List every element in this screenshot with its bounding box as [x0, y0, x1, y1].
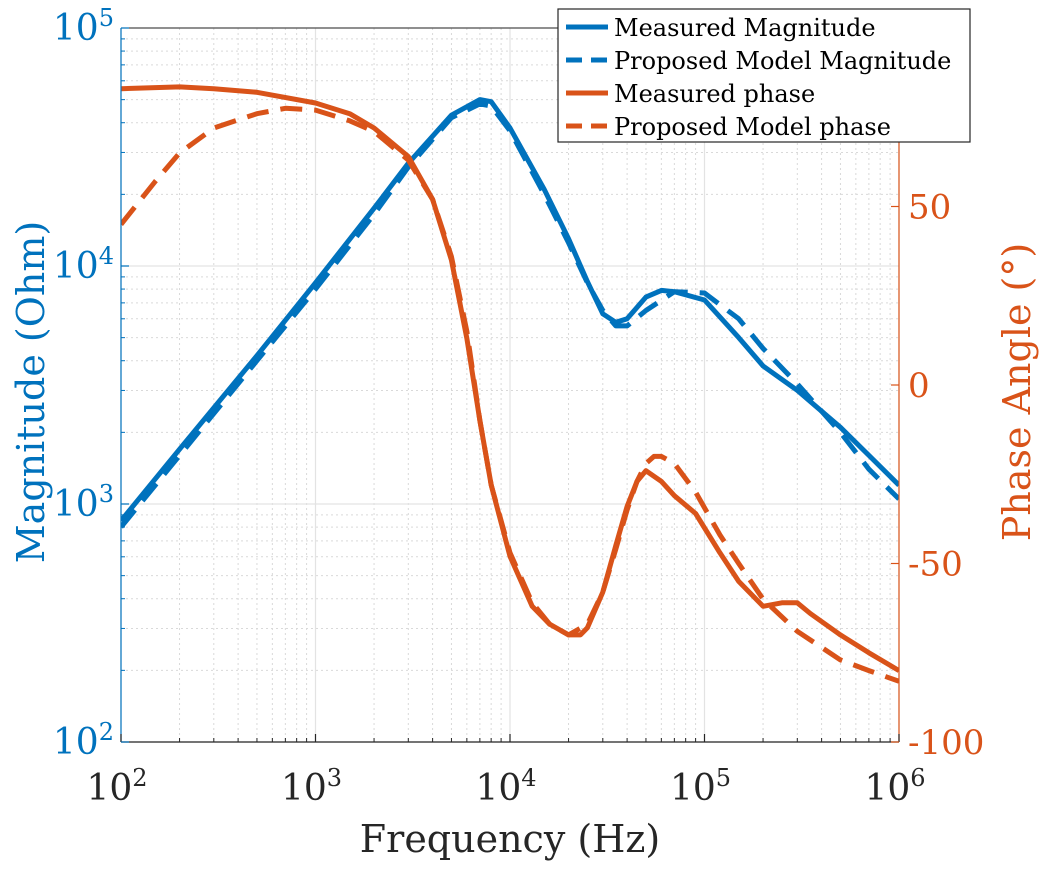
y-left-tick-label: 103	[53, 480, 114, 525]
y-right-axis-label: Phase Angle (°)	[995, 243, 1039, 541]
y-right-tick-label: -50	[908, 545, 963, 585]
minor-grid	[121, 28, 899, 742]
series-line-3	[121, 105, 899, 684]
y-left-tick-label: 105	[53, 4, 114, 49]
y-right-tick-label: 0	[908, 366, 930, 406]
legend-label-model-magnitude: Proposed Model Magnitude	[614, 47, 951, 75]
x-tick-label: 106	[864, 764, 925, 809]
x-tick-label: 103	[281, 764, 342, 809]
series-layer	[121, 84, 899, 684]
legend-label-measured-magnitude: Measured Magnitude	[614, 14, 876, 42]
x-tick-labels: 102 103 104 105 106	[86, 764, 925, 809]
y-right-tick-labels: -100 -50 0 50	[908, 188, 984, 764]
x-tick-label: 102	[86, 764, 147, 809]
y-left-tick-labels: 102 103 104 105	[53, 4, 114, 763]
x-tick-label: 104	[475, 764, 536, 809]
x-tick-label: 105	[670, 764, 731, 809]
series-line-2	[121, 84, 899, 673]
y-left-tick-label: 102	[53, 718, 114, 763]
x-axis-label: Frequency (Hz)	[360, 817, 660, 861]
y-left-axis-label: Magnitude (Ohm)	[9, 221, 53, 563]
series-line-1	[121, 101, 899, 529]
legend-label-measured-phase: Measured phase	[614, 80, 815, 108]
legend-label-model-phase: Proposed Model phase	[614, 113, 891, 141]
legend: Measured Magnitude Proposed Model Magnit…	[557, 8, 971, 143]
y-right-tick-label: -100	[908, 723, 984, 763]
y-right-tick-label: 50	[908, 188, 951, 228]
y-left-tick-label: 104	[53, 242, 114, 287]
legend-box	[557, 8, 971, 143]
